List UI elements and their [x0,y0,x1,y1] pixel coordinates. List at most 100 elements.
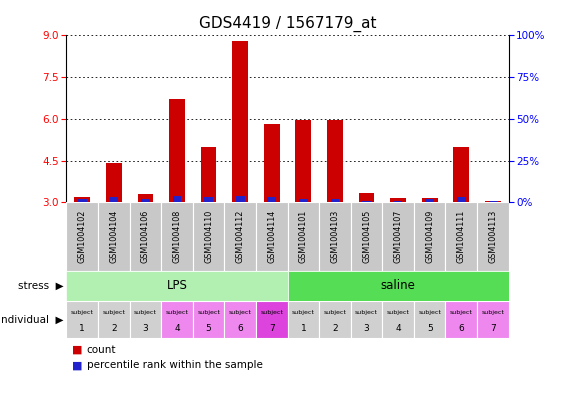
Bar [382,301,414,338]
Bar [138,194,153,202]
Bar [224,202,256,271]
Text: 2: 2 [111,324,117,333]
Text: 5: 5 [427,324,432,333]
Text: subject: subject [292,310,315,315]
Bar [193,202,224,271]
Text: 3: 3 [364,324,369,333]
Text: count: count [87,345,116,355]
Text: 2: 2 [332,324,338,333]
Bar [319,202,351,271]
Bar [287,202,319,271]
Bar [446,301,477,338]
Text: subject: subject [197,310,220,315]
Text: GSM1004114: GSM1004114 [267,210,276,263]
Text: subject: subject [450,310,473,315]
Text: ■: ■ [72,360,83,371]
Bar [319,301,351,338]
Text: GSM1004113: GSM1004113 [488,210,497,263]
Bar [256,202,287,271]
Text: 4: 4 [395,324,401,333]
Bar [268,197,276,202]
Bar [446,202,477,271]
Bar [256,301,287,338]
Text: 6: 6 [458,324,464,333]
Bar [414,202,446,271]
Text: individual  ▶: individual ▶ [0,314,64,324]
Bar [390,198,406,202]
Bar [295,120,311,202]
Text: LPS: LPS [166,279,187,292]
Text: subject: subject [324,310,346,315]
Text: 1: 1 [79,324,85,333]
Text: 3: 3 [143,324,149,333]
Bar [106,163,122,202]
Bar [224,301,256,338]
Text: stress  ▶: stress ▶ [18,281,64,291]
Text: 7: 7 [490,324,496,333]
Bar [327,120,343,202]
Bar [477,301,509,338]
Bar [331,199,339,202]
Text: subject: subject [481,310,504,315]
Bar [457,197,466,202]
Bar [75,197,90,202]
Bar [201,147,217,202]
Text: GSM1004105: GSM1004105 [362,210,371,263]
Bar [161,301,193,338]
Bar [232,41,248,202]
Bar [161,202,193,271]
Text: GSM1004106: GSM1004106 [141,210,150,263]
Text: ■: ■ [72,345,83,355]
Text: GSM1004112: GSM1004112 [236,210,244,263]
Text: subject: subject [134,310,157,315]
Bar [351,301,382,338]
Text: subject: subject [387,310,410,315]
Bar [129,301,161,338]
Text: GSM1004110: GSM1004110 [204,210,213,263]
Bar [351,202,382,271]
Text: GSM1004108: GSM1004108 [172,210,181,263]
Text: GSM1004102: GSM1004102 [78,210,87,263]
Text: GSM1004101: GSM1004101 [299,210,308,263]
Text: subject: subject [355,310,378,315]
Bar [98,202,129,271]
Bar [129,202,161,271]
Bar [287,301,319,338]
Text: percentile rank within the sample: percentile rank within the sample [87,360,262,371]
Text: subject: subject [165,310,188,315]
Bar [394,201,402,202]
Bar [485,201,501,202]
Bar [193,301,224,338]
Bar [109,197,118,202]
Bar [66,271,287,301]
Bar [66,202,98,271]
Text: GSM1004103: GSM1004103 [331,210,339,263]
Text: 7: 7 [269,324,275,333]
Bar [422,198,438,202]
Bar [98,301,129,338]
Text: 1: 1 [301,324,306,333]
Text: subject: subject [71,310,94,315]
Bar [287,271,509,301]
Bar [66,301,98,338]
Bar [425,199,434,202]
Bar [236,196,244,202]
Bar [414,301,446,338]
Bar [78,199,87,202]
Bar [358,193,375,202]
Bar [299,199,307,202]
Bar [488,201,497,202]
Text: subject: subject [229,310,251,315]
Bar [362,201,371,202]
Text: GSM1004104: GSM1004104 [109,210,118,263]
Text: GSM1004111: GSM1004111 [457,210,466,263]
Text: subject: subject [102,310,125,315]
Text: GDS4419 / 1567179_at: GDS4419 / 1567179_at [199,16,376,32]
Text: subject: subject [260,310,283,315]
Bar [477,202,509,271]
Text: 5: 5 [206,324,212,333]
Bar [173,196,181,202]
Bar [382,202,414,271]
Bar [141,199,150,202]
Text: 6: 6 [238,324,243,333]
